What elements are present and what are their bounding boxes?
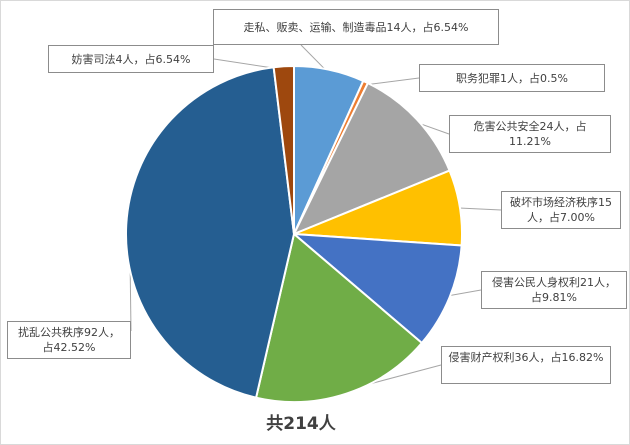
total-label: 共214人 [266,414,336,434]
slice-label-property-rights: 侵害财产权利36人，占16.82% [441,346,611,384]
pie-slices [125,65,463,403]
pie-slice-property-rights [255,233,423,403]
slice-label-obstruct-justice: 妨害司法4人，占6.54% [48,45,214,73]
pie-slice-obstruct-justice [272,65,295,235]
pie-slice-personal-rights [293,233,463,344]
pie-slice-public-safety [293,82,451,235]
leader-line-duty-crime [364,77,420,86]
slice-label-duty-crime: 职务犯罪1人，占0.5% [419,64,605,92]
leader-line-personal-rights [446,289,482,297]
slice-label-public-safety: 危害公共安全24人，占11.21% [449,115,611,153]
leader-line-market-order [456,207,502,211]
slice-label-personal-rights: 侵害公民人身权利21人，占9.81% [481,271,627,309]
slice-label-public-order: 扰乱公共秩序92人，占42.52% [7,321,131,359]
slice-label-drugs: 走私、贩卖、运输、制造毒品14人，占6.54% [213,9,499,45]
pie-slice-public-order [125,66,295,399]
slice-label-market-order: 破坏市场经济秩序15人，占7.00% [501,191,621,229]
